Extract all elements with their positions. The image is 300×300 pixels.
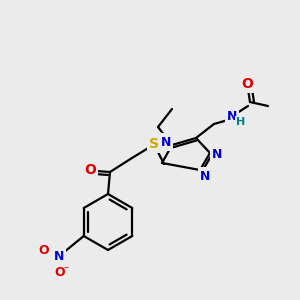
Text: O: O — [241, 77, 253, 91]
Text: ⁻: ⁻ — [63, 265, 68, 275]
Text: N: N — [200, 169, 210, 182]
Text: N: N — [212, 148, 222, 161]
Text: N: N — [161, 136, 171, 148]
Text: N: N — [54, 250, 64, 262]
Text: H: H — [236, 117, 246, 127]
Text: N: N — [227, 110, 237, 124]
Text: O: O — [84, 163, 96, 177]
Text: O: O — [38, 244, 49, 256]
Text: S: S — [149, 137, 159, 151]
Text: O: O — [54, 266, 65, 278]
